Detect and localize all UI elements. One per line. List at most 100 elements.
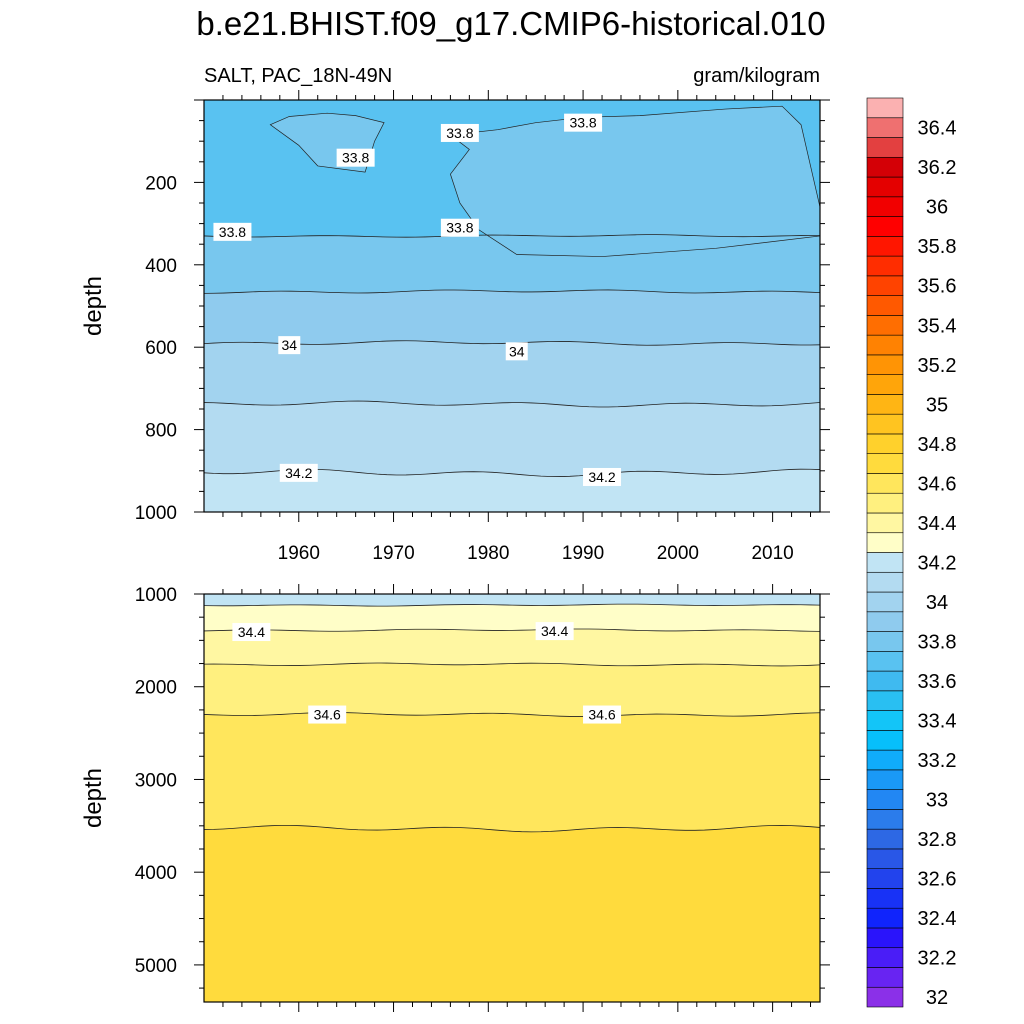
- colorbar-swatch: [866, 591, 904, 613]
- y-tick-label: 1000: [135, 503, 177, 524]
- contour-label-box: [440, 123, 479, 142]
- colorbar-swatch: [866, 453, 904, 474]
- y-axis-label: depth: [80, 276, 107, 336]
- contour-label-box: [583, 705, 622, 724]
- colorbar-label: 34.8: [918, 434, 957, 456]
- contour-label: 34: [282, 337, 298, 353]
- colorbar-swatch: [866, 255, 904, 277]
- x-tick-label: 1990: [562, 543, 604, 564]
- colorbar-label: 32.2: [918, 948, 957, 970]
- colorbar-label: 33.2: [918, 750, 957, 772]
- colorbar-label: 34.6: [918, 473, 957, 495]
- colorbar-swatch: [866, 749, 904, 771]
- colorbar-label: 36.2: [918, 157, 957, 179]
- colorbar-swatch: [866, 809, 904, 830]
- surface-contour-region: [449, 105, 821, 257]
- y-tick-label: 5000: [135, 956, 177, 977]
- y-axis-label: depth: [80, 768, 107, 828]
- colorbar-swatch: [866, 631, 904, 652]
- x-tick-label: 1970: [372, 543, 414, 564]
- colorbar-label: 35.4: [918, 315, 957, 337]
- contour-label: 33.8: [446, 125, 473, 141]
- contour-label: 33.8: [569, 115, 596, 131]
- contour-band: [204, 628, 820, 666]
- contour-line: [203, 628, 821, 632]
- contour-band: [204, 594, 820, 607]
- contour-label-box: [336, 148, 375, 167]
- contour-band: [204, 469, 820, 512]
- y-tick-label: 200: [145, 173, 177, 194]
- colorbar-swatch: [866, 670, 904, 692]
- colorbar-swatch: [866, 334, 904, 356]
- colorbar-swatch: [866, 492, 904, 514]
- colorbar-swatch: [866, 156, 904, 178]
- colorbar-swatch: [866, 947, 904, 968]
- colorbar-label: 34.2: [918, 552, 957, 574]
- colorbar-label: 33.6: [918, 671, 957, 693]
- colorbar-swatch: [866, 236, 904, 257]
- contour-band: [204, 604, 820, 632]
- contour-line: [203, 603, 821, 607]
- contour-label-box: [505, 342, 528, 361]
- y-tick-label: 2000: [135, 678, 177, 699]
- contour-label: 34.2: [285, 465, 312, 481]
- x-tick-label: 2000: [657, 543, 699, 564]
- colorbar-label: 33: [926, 790, 948, 812]
- contour-line: [203, 289, 821, 294]
- colorbar-swatch: [866, 413, 904, 435]
- colorbar-swatch: [866, 315, 904, 336]
- contour-band: [204, 712, 820, 832]
- contour-band: [204, 825, 820, 1002]
- contour-label-box: [279, 463, 318, 482]
- y-tick-label: 3000: [135, 770, 177, 791]
- colorbar-swatch: [866, 927, 904, 949]
- contour-label: 33.8: [446, 220, 473, 236]
- contour-label: 34.6: [314, 707, 341, 723]
- upper-panel: 33.8 33.8 34 34 34.2 34.2 33.8 33.8 33.8 1960 1970…: [80, 90, 830, 564]
- colorbar: 32 32.2 32.4 32.6 32.8 33 33.2 33.4 33.6 33.8 34 34…: [866, 97, 957, 1009]
- colorbar-swatch: [866, 354, 904, 375]
- contour-label-box: [213, 222, 252, 241]
- colorbar-swatch: [866, 888, 904, 909]
- colorbar-label: 35.2: [918, 355, 957, 377]
- contour-label-box: [583, 467, 622, 486]
- colorbar-swatch: [866, 848, 904, 869]
- plot-frame: [203, 593, 821, 1003]
- colorbar-swatch: [866, 710, 904, 731]
- contour-label: 33.8: [219, 224, 246, 240]
- units-label: gram/kilogram: [693, 65, 820, 87]
- colorbar-label: 32.8: [918, 829, 957, 851]
- contour-band: [204, 289, 820, 346]
- contour-label-box: [535, 622, 574, 641]
- contour-label: 33.8: [342, 150, 369, 166]
- contour-label: 34.4: [238, 624, 265, 640]
- contour-label: 34: [509, 343, 525, 359]
- contour-label-box: [564, 113, 603, 132]
- colorbar-label: 32.6: [918, 869, 957, 891]
- colorbar-label: 36.4: [918, 118, 957, 140]
- y-tick-label: 1000: [135, 585, 177, 606]
- colorbar-label: 32.4: [918, 908, 957, 930]
- contour-band: [204, 401, 820, 477]
- contour-line: [203, 400, 821, 408]
- colorbar-swatch: [866, 789, 904, 810]
- colorbar-swatch: [866, 986, 904, 1008]
- colorbar-swatch: [866, 196, 904, 217]
- colorbar-swatch: [866, 730, 904, 751]
- contour-label-box: [278, 336, 301, 355]
- colorbar-swatch: [866, 690, 904, 711]
- y-tick-label: 4000: [135, 863, 177, 884]
- x-tick-label: 1980: [467, 543, 509, 564]
- y-tick-label: 600: [145, 338, 177, 359]
- colorbar-swatch: [866, 473, 904, 494]
- colorbar-label: 35: [926, 394, 948, 416]
- colorbar-swatch: [866, 216, 904, 237]
- chart-title: b.e21.BHIST.f09_g17.CMIP6-historical.010: [196, 5, 825, 42]
- colorbar-swatch: [866, 532, 904, 553]
- colorbar-label: 35.8: [918, 236, 957, 258]
- colorbar-swatch: [866, 868, 904, 889]
- colorbar-swatch: [866, 295, 904, 316]
- colorbar-swatch: [866, 552, 904, 573]
- colorbar-swatch: [866, 907, 904, 929]
